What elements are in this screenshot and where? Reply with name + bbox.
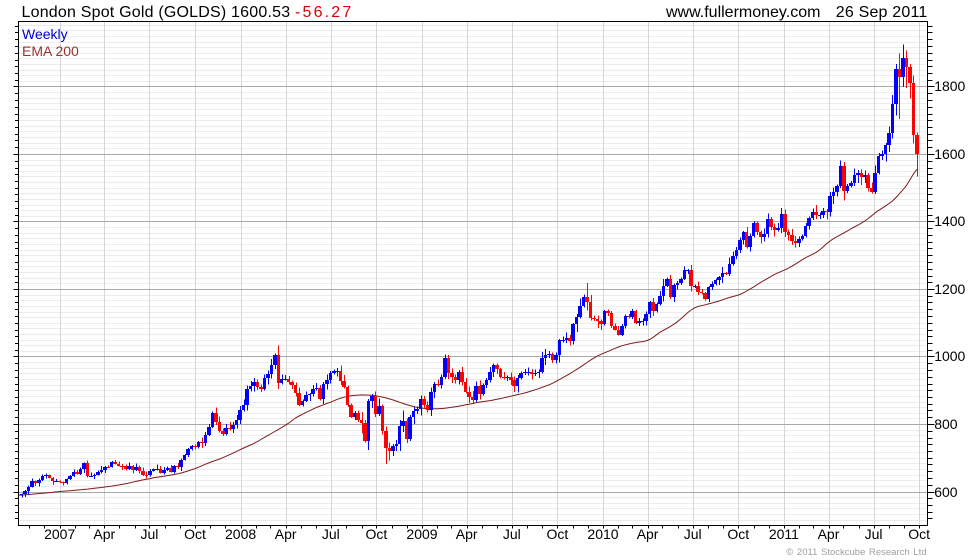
svg-text:Oct: Oct — [184, 526, 206, 542]
svg-text:Oct: Oct — [727, 526, 749, 542]
svg-text:2010: 2010 — [587, 526, 618, 542]
svg-text:Weekly: Weekly — [22, 26, 68, 42]
svg-text:www.fullermoney.com: www.fullermoney.com — [665, 4, 820, 21]
svg-text:Oct: Oct — [908, 526, 930, 542]
svg-text:Jul: Jul — [140, 526, 158, 542]
svg-text:1400: 1400 — [934, 213, 965, 229]
svg-text:600: 600 — [934, 484, 958, 500]
svg-text:1000: 1000 — [934, 348, 965, 364]
svg-text:Jul: Jul — [684, 526, 702, 542]
svg-text:1200: 1200 — [934, 281, 965, 297]
svg-text:1800: 1800 — [934, 78, 965, 94]
svg-text:2008: 2008 — [225, 526, 256, 542]
svg-text:Jul: Jul — [503, 526, 521, 542]
svg-text:Apr: Apr — [818, 526, 840, 542]
svg-text:1600: 1600 — [934, 146, 965, 162]
svg-text:Jul: Jul — [322, 526, 340, 542]
svg-text:Apr: Apr — [93, 526, 115, 542]
svg-text:EMA 200: EMA 200 — [22, 43, 79, 59]
svg-text:Jul: Jul — [865, 526, 883, 542]
svg-text:26 Sep 2011: 26 Sep 2011 — [836, 4, 928, 21]
svg-text:Oct: Oct — [366, 526, 388, 542]
svg-text:2007: 2007 — [44, 526, 75, 542]
svg-text:Apr: Apr — [275, 526, 297, 542]
svg-text:2011: 2011 — [769, 526, 799, 542]
svg-text:© 2011 Stockcube Research Ltd: © 2011 Stockcube Research Ltd — [786, 547, 926, 558]
svg-text:Oct: Oct — [547, 526, 569, 542]
svg-text:Apr: Apr — [637, 526, 659, 542]
svg-text:2009: 2009 — [406, 526, 437, 542]
svg-text:London Spot Gold (GOLDS) 1600.: London Spot Gold (GOLDS) 1600.53 -56.27 — [22, 4, 354, 21]
svg-text:800: 800 — [934, 416, 958, 432]
svg-text:Apr: Apr — [456, 526, 478, 542]
